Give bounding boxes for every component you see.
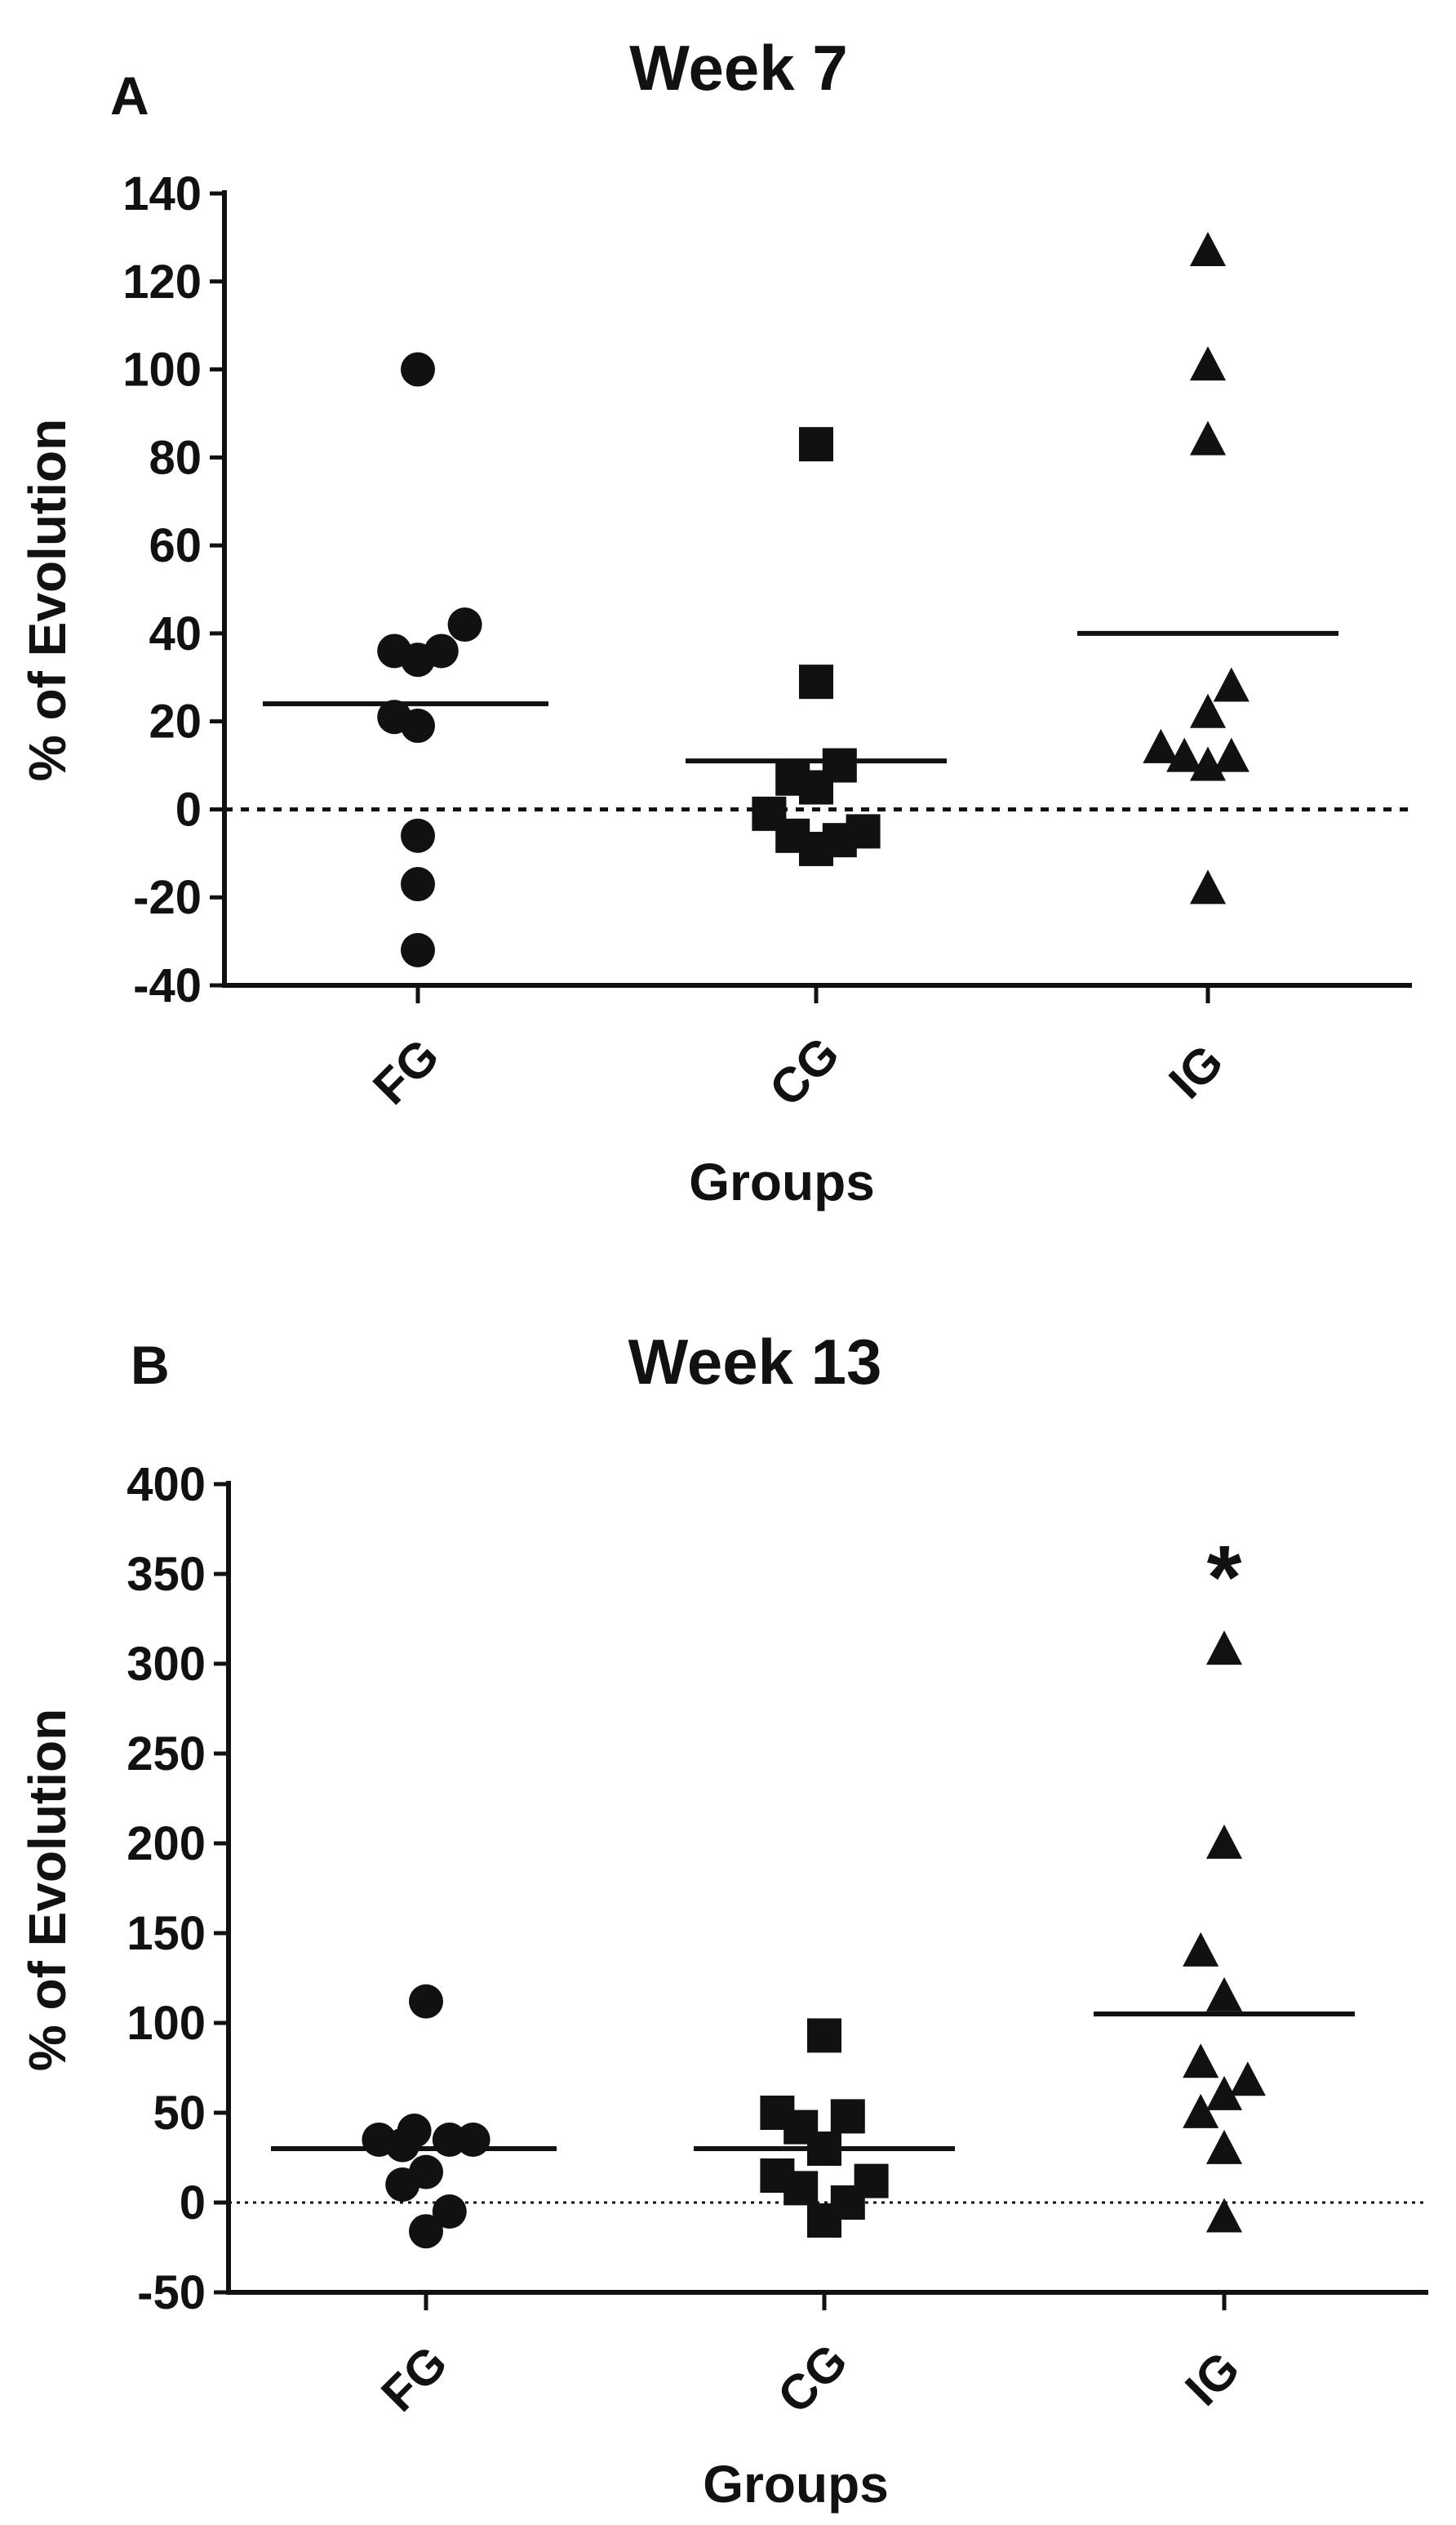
data-point-circle: [401, 932, 435, 967]
data-point-triangle: [1189, 420, 1227, 456]
panel-letter: A: [110, 65, 149, 126]
data-point-square: [799, 427, 833, 462]
y-tick-label: 100: [122, 344, 202, 397]
data-point-circle: [409, 1984, 443, 2019]
data-point-triangle: [1205, 2198, 1243, 2233]
y-tick-label: 60: [149, 519, 202, 572]
y-tick-label: 80: [149, 431, 202, 484]
data-point-triangle: [1189, 693, 1227, 728]
data-point-triangle: [1189, 746, 1227, 781]
panel-b: B Week 13 % of Evolution Groups * 400 350…: [18, 1326, 1428, 2514]
data-point-triangle: [1183, 1932, 1219, 1967]
data-point-square: [854, 2163, 889, 2198]
y-tick-label: 40: [149, 607, 202, 660]
data-point-square: [822, 748, 857, 783]
axes: [222, 190, 1412, 988]
data-point-triangle: [1205, 1976, 1243, 2012]
y-axis-label: % of Evolution: [18, 419, 77, 781]
y-axis-label: % of Evolution: [18, 1709, 77, 2071]
data-point-square: [783, 2171, 819, 2206]
y-tick-label: 50: [153, 2087, 206, 2140]
data-point-triangle: [1205, 2129, 1243, 2164]
data-point-circle: [409, 2214, 443, 2249]
y-tick-label: 250: [127, 1727, 206, 1780]
data-point-circle: [401, 709, 435, 744]
y-tick-label: 350: [127, 1548, 206, 1601]
x-category-label: FG: [371, 2335, 457, 2421]
x-categories: FG CG IG: [362, 985, 1234, 1117]
chart-title: Week 7: [629, 32, 847, 104]
data-point-circle: [401, 818, 435, 853]
data-point-square: [830, 2099, 865, 2134]
x-category-label: FG: [362, 1028, 449, 1114]
data-point-triangle: [1213, 737, 1250, 772]
y-tick-label: 0: [180, 2176, 206, 2229]
significance-annotation: *: [1207, 1527, 1242, 1628]
axes: [226, 1481, 1428, 2295]
y-tick-label: -50: [137, 2266, 206, 2319]
data-point-triangle: [1229, 2061, 1266, 2096]
x-axis-label: Groups: [689, 1153, 875, 1211]
y-tick-label: 20: [149, 696, 202, 749]
data-point-triangle: [1183, 2093, 1219, 2128]
data-point-triangle: [1143, 728, 1179, 763]
data-point-square: [807, 2018, 841, 2053]
y-tick-label: 100: [127, 1997, 206, 2050]
data-point-circle: [447, 607, 482, 642]
data-point-circle: [455, 2123, 491, 2157]
x-category-label: IG: [1158, 1034, 1233, 1109]
y-tick-label: 400: [127, 1458, 206, 1511]
data-point-triangle: [1166, 737, 1203, 772]
chart-title: Week 13: [628, 1326, 882, 1398]
y-tick-label: 0: [175, 783, 202, 836]
data-point-triangle: [1205, 2075, 1243, 2110]
y-tick-label: 300: [127, 1638, 206, 1691]
y-ticks: 140 120 100 80 60 40 20 0 -20 -40: [122, 167, 224, 1012]
data-point-circle: [409, 2154, 443, 2189]
y-tick-label: 150: [127, 1907, 206, 1960]
data-point-circle: [401, 867, 435, 902]
x-categories: FG CG IG: [371, 2292, 1250, 2424]
x-category-label: CG: [759, 1026, 850, 1117]
data-point-circle: [401, 352, 435, 387]
data-point-circle: [397, 2114, 432, 2148]
data-point-triangle: [1205, 1630, 1243, 1665]
panel-letter: B: [131, 1335, 170, 1395]
data-marks: [224, 231, 1412, 967]
y-tick-label: -40: [133, 959, 202, 1012]
y-tick-label: 120: [122, 256, 202, 309]
y-tick-label: 140: [122, 167, 202, 220]
y-tick-label: 200: [127, 1817, 206, 1870]
data-point-triangle: [1189, 231, 1227, 266]
panel-a: A Week 7 % of Evolution Groups 140 120 100…: [18, 32, 1412, 1211]
data-point-triangle: [1183, 2043, 1219, 2078]
data-point-square: [799, 665, 833, 700]
data-point-circle: [432, 2194, 467, 2229]
y-tick-label: -20: [133, 871, 202, 924]
data-point-triangle: [1189, 346, 1227, 381]
x-category-label: CG: [767, 2333, 858, 2424]
data-point-circle: [424, 633, 459, 669]
y-ticks: 400 350 300 250 200 150 100 50 0 -50: [127, 1458, 229, 2319]
data-point-triangle: [1213, 667, 1250, 702]
x-axis-label: Groups: [703, 2455, 889, 2514]
x-category-label: IG: [1174, 2341, 1250, 2416]
data-point-triangle: [1189, 869, 1227, 905]
data-point-square: [846, 814, 881, 849]
data-marks: [229, 1630, 1428, 2249]
data-point-triangle: [1205, 1824, 1243, 1859]
